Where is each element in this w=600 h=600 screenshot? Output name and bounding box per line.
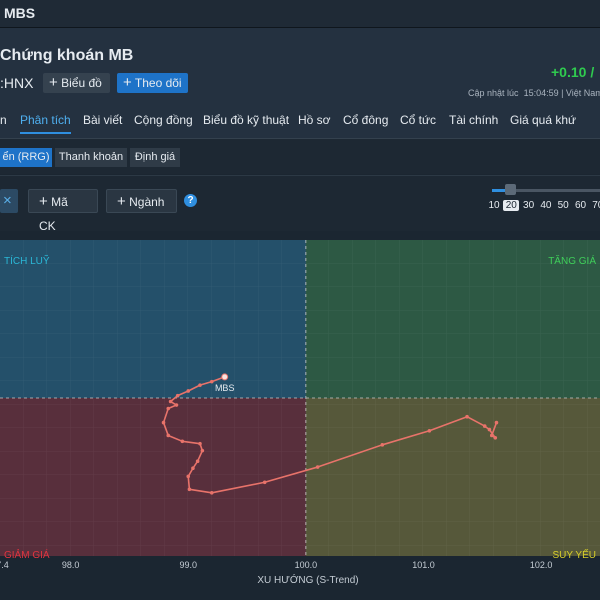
x-tick-label: 102.0 — [530, 560, 553, 570]
quadrant-label: SUY YẾU — [552, 548, 596, 561]
x-tick-label: 99.0 — [179, 560, 197, 570]
button-label: Mã CK — [39, 195, 68, 233]
follow-button[interactable]: + Theo dõi — [117, 73, 188, 93]
updated-label: Cập nhật lúc — [468, 88, 519, 98]
tab[interactable]: Giá quá khứ — [510, 113, 577, 127]
series-label: MBS — [215, 383, 235, 393]
period-option[interactable]: 60 — [574, 200, 587, 211]
series-point — [427, 428, 432, 433]
series-point — [198, 383, 202, 387]
tab[interactable]: Bài viết — [83, 113, 123, 127]
series-point — [493, 435, 498, 440]
tab[interactable]: Phân tích — [20, 113, 71, 134]
x-tick-label: 101.0 — [412, 560, 435, 570]
series-point — [161, 420, 166, 425]
x-tick-label: 100.0 — [295, 560, 318, 570]
tabs-bar — [0, 106, 600, 139]
quadrant-grid — [0, 398, 306, 556]
add-stock-button[interactable]: + Mã CK — [28, 189, 98, 233]
exchange: :HNX — [0, 75, 34, 91]
plus-icon: + — [39, 193, 48, 210]
quadrant-label: TĂNG GIÁ — [548, 254, 596, 267]
period-option[interactable]: 50 — [557, 200, 569, 211]
updated: Cập nhật lúc 15:04:59 | Việt Nam — [468, 88, 600, 98]
series-head — [221, 373, 229, 381]
series-point — [487, 427, 492, 432]
button-label: Biểu đồ — [61, 76, 102, 90]
series-point — [198, 441, 202, 446]
subtab[interactable]: ển (RRG) — [0, 148, 52, 167]
quadrant-grid — [305, 398, 600, 556]
series-point — [200, 448, 205, 453]
controls-bar — [0, 175, 600, 231]
slider-track — [492, 189, 600, 192]
series-point — [380, 443, 385, 447]
tab[interactable]: Biểu đồ kỹ thuật — [203, 113, 290, 127]
updated-time: 15:04:59 | Việt Nam — [523, 88, 600, 98]
tab[interactable]: Hồ sơ — [298, 113, 331, 127]
quadrant-label: GIẢM GIÁ — [4, 548, 50, 561]
series-point — [195, 459, 200, 463]
price-change: +0.10 / — [551, 64, 595, 80]
top-bar — [0, 0, 600, 28]
period-option[interactable]: 10 — [488, 200, 500, 211]
rrg-chart: TÍCH LUỸ TĂNG GIÁ GIẢM GIÁ SUY YẾU 97.4 98.0 9… — [0, 240, 600, 586]
quadrant-grid — [305, 240, 600, 398]
tab[interactable]: Cổ đông — [343, 113, 389, 127]
slider-handle[interactable] — [505, 184, 516, 195]
series-point — [166, 433, 171, 438]
plus-icon: + — [123, 74, 132, 91]
quadrant-grid — [0, 240, 306, 398]
series-point — [180, 439, 185, 444]
x-tick-label: 98.0 — [62, 560, 80, 570]
series-point — [482, 424, 487, 428]
tab[interactable]: Cổ tức — [400, 113, 437, 127]
series-point — [168, 399, 173, 404]
quadrant-label: TÍCH LUỸ — [4, 254, 50, 267]
subtab[interactable]: Thanh khoản — [55, 148, 127, 167]
series-point — [191, 466, 195, 471]
button-label: Theo dõi — [134, 76, 182, 90]
plus-icon: + — [117, 193, 126, 210]
series-point — [175, 393, 180, 398]
chart-button[interactable]: + Biểu đồ — [43, 73, 110, 93]
x-tick-label: 97.4 — [0, 560, 9, 570]
period-option[interactable]: 30 — [523, 200, 535, 211]
add-sector-button[interactable]: + Ngành — [106, 189, 177, 213]
tab[interactable]: Tài chính — [449, 113, 499, 127]
company: Chứng khoán MB — [0, 47, 134, 64]
series-point — [494, 420, 499, 425]
period-option[interactable]: 40 — [540, 200, 552, 211]
help-icon[interactable]: ? — [184, 194, 197, 207]
subtab[interactable]: Định giá — [130, 148, 180, 167]
period-option[interactable]: 20 — [503, 200, 520, 211]
series-point — [186, 389, 191, 393]
series-point — [186, 474, 191, 479]
series-point — [315, 465, 320, 469]
tab[interactable]: n — [0, 113, 7, 127]
series-point — [174, 403, 179, 407]
tab[interactable]: Cộng đồng — [134, 113, 193, 127]
plus-icon: + — [49, 74, 58, 91]
series-point — [465, 414, 469, 419]
series-point — [209, 491, 214, 495]
series-point — [262, 480, 267, 485]
series-point — [166, 406, 171, 411]
button-label: Ngành — [129, 195, 165, 209]
period-option[interactable]: 70 — [592, 200, 600, 211]
slider-fill — [492, 189, 510, 192]
x-axis-title: XU HƯỚNG (S-Trend) — [257, 573, 358, 586]
series-line — [162, 376, 498, 494]
series-point — [209, 379, 214, 384]
series-point — [489, 433, 494, 438]
clear-button[interactable]: × — [0, 189, 18, 213]
series-point — [187, 487, 192, 492]
symbol: MBS — [4, 5, 36, 21]
